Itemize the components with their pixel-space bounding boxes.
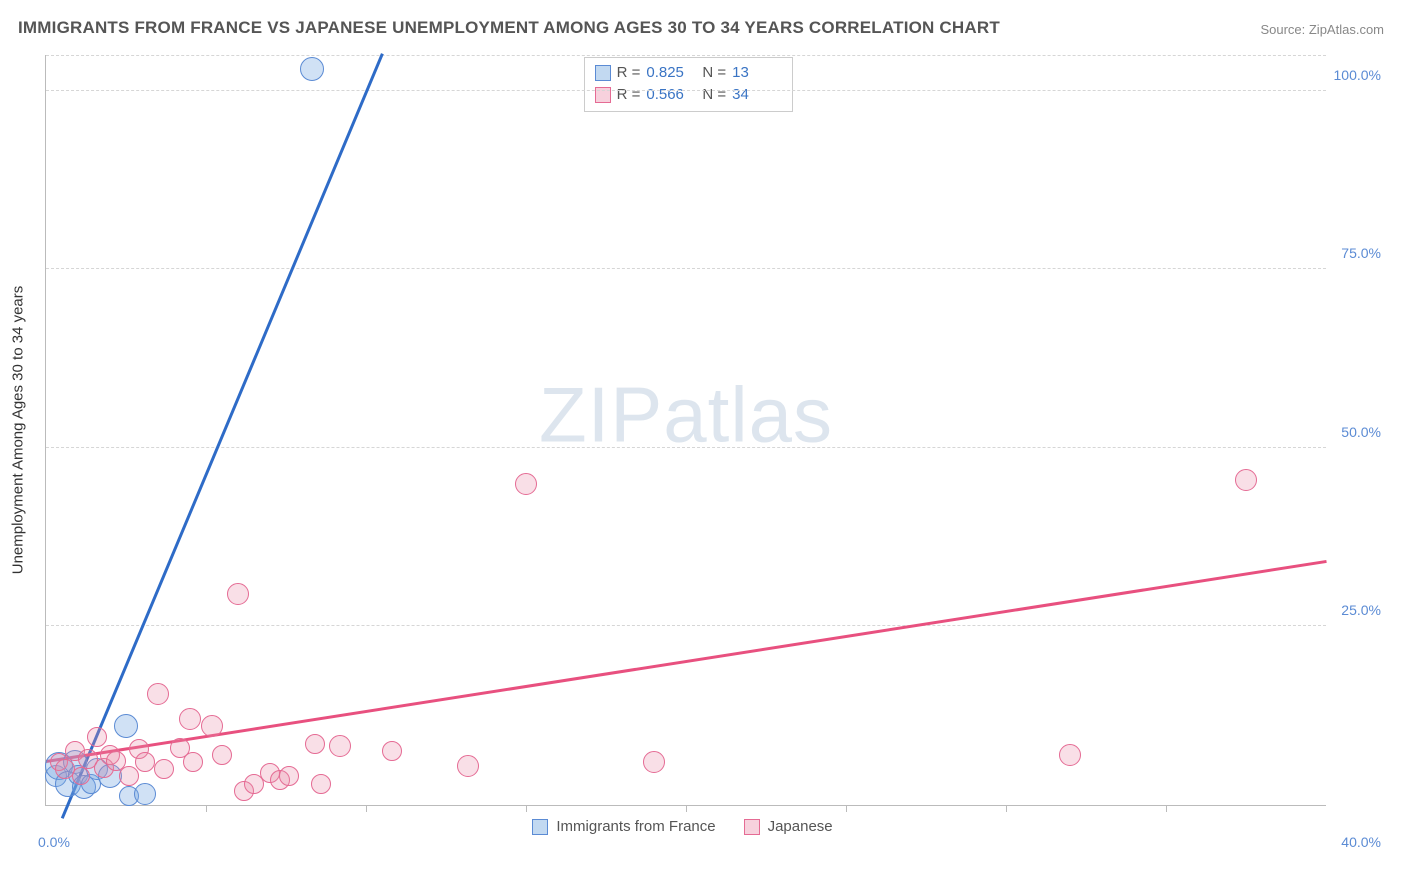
x-tick: [686, 805, 687, 812]
data-point: [311, 774, 331, 794]
gridline: [46, 625, 1326, 626]
data-point: [179, 708, 201, 730]
gridline: [46, 268, 1326, 269]
gridline: [46, 55, 1326, 56]
watermark-thin: atlas: [663, 371, 833, 459]
chart-title: IMMIGRANTS FROM FRANCE VS JAPANESE UNEMP…: [18, 18, 1000, 38]
x-tick: [206, 805, 207, 812]
data-point: [201, 715, 223, 737]
correlation-legend: R = 0.825 N = 13 R = 0.566 N = 34: [584, 57, 794, 112]
n-value-pink: 34: [732, 84, 782, 106]
legend-swatch-blue: [595, 65, 611, 81]
x-tick: [846, 805, 847, 812]
data-point: [147, 683, 169, 705]
data-point: [114, 714, 138, 738]
data-point: [119, 766, 139, 786]
r-label: R =: [617, 62, 641, 84]
source-attribution: Source: ZipAtlas.com: [1260, 22, 1384, 37]
data-point: [212, 745, 232, 765]
data-point: [227, 583, 249, 605]
legend-label-pink: Japanese: [768, 818, 833, 835]
data-point: [305, 734, 325, 754]
data-point: [643, 751, 665, 773]
y-tick-label: 50.0%: [1331, 424, 1381, 440]
data-point: [87, 727, 107, 747]
y-tick-label: 75.0%: [1331, 245, 1381, 261]
data-point: [134, 783, 156, 805]
r-label: R =: [617, 84, 641, 106]
data-point: [154, 759, 174, 779]
data-point: [135, 752, 155, 772]
data-point: [183, 752, 203, 772]
gridline: [46, 90, 1326, 91]
data-point: [1059, 744, 1081, 766]
x-tick-zero: 0.0%: [38, 834, 70, 850]
x-tick: [526, 805, 527, 812]
data-point: [515, 473, 537, 495]
y-axis-label: Unemployment Among Ages 30 to 34 years: [10, 286, 27, 575]
legend-item-blue: Immigrants from France: [532, 818, 715, 835]
legend-row-blue: R = 0.825 N = 13: [595, 62, 783, 84]
plot-area: Unemployment Among Ages 30 to 34 years Z…: [45, 55, 1326, 806]
legend-row-pink: R = 0.566 N = 34: [595, 84, 783, 106]
r-value-pink: 0.566: [646, 84, 696, 106]
data-point: [279, 766, 299, 786]
legend-swatch-pink: [744, 819, 760, 835]
n-value-blue: 13: [732, 62, 782, 84]
x-tick: [1006, 805, 1007, 812]
series-legend: Immigrants from France Japanese: [532, 818, 832, 835]
data-point: [382, 741, 402, 761]
gridline: [46, 447, 1326, 448]
x-tick-max: 40.0%: [1331, 834, 1381, 850]
data-point: [457, 755, 479, 777]
data-point: [329, 735, 351, 757]
legend-label-blue: Immigrants from France: [556, 818, 715, 835]
n-label: N =: [702, 84, 726, 106]
data-point: [72, 767, 90, 785]
x-tick: [366, 805, 367, 812]
legend-item-pink: Japanese: [744, 818, 833, 835]
y-tick-label: 100.0%: [1331, 67, 1381, 83]
r-value-blue: 0.825: [646, 62, 696, 84]
legend-swatch-blue: [532, 819, 548, 835]
data-point: [1235, 469, 1257, 491]
n-label: N =: [702, 62, 726, 84]
data-point: [300, 57, 324, 81]
watermark-bold: ZIP: [539, 371, 663, 459]
y-tick-label: 25.0%: [1331, 602, 1381, 618]
x-tick: [1166, 805, 1167, 812]
regression-line: [61, 53, 383, 818]
chart-region: Unemployment Among Ages 30 to 34 years Z…: [45, 55, 1385, 865]
